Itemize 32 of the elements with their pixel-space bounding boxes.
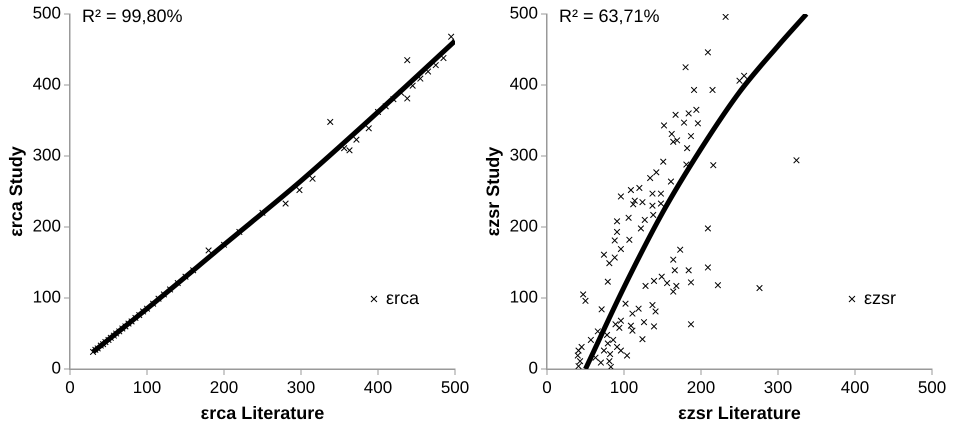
x-tick-label: 0 (542, 378, 552, 397)
legend-label: εzsr (864, 288, 896, 308)
y-tick-label: 400 (510, 74, 538, 94)
y-tick-label: 400 (32, 74, 61, 94)
y-tick-label: 500 (32, 4, 61, 23)
x-tick-label: 400 (840, 378, 870, 397)
annotation: R² = 63,71% (558, 6, 660, 26)
y-tick-label: 0 (51, 358, 61, 378)
y-tick-label: 100 (32, 288, 61, 307)
y-tick-label: 200 (32, 216, 61, 236)
y-axis-title: εzsr Study (482, 146, 503, 236)
x-tick-label: 300 (286, 378, 316, 397)
y-axis-title: εrca Study (6, 146, 26, 237)
annotation: R² = 99,80% (82, 6, 183, 26)
x-tick-label: 100 (132, 378, 162, 397)
x-tick-label: 300 (764, 378, 792, 397)
y-tick-label: 300 (32, 146, 61, 165)
x-tick-label: 400 (364, 378, 392, 397)
x-tick-label: 200 (686, 378, 716, 397)
x-tick-label: 200 (210, 378, 238, 397)
x-tick-label: 500 (440, 378, 470, 397)
y-tick-label: 300 (510, 146, 538, 165)
x-tick-label: 0 (65, 378, 75, 397)
y-tick-label: 100 (510, 288, 538, 307)
x-axis-title: εzsr Literature (678, 403, 801, 424)
x-tick-label: 100 (610, 378, 638, 397)
legend-label: εrca (386, 288, 420, 308)
x-axis-title: εrca Literature (200, 403, 324, 424)
x-tick-label: 500 (918, 378, 946, 397)
y-tick-label: 0 (528, 358, 538, 378)
y-tick-label: 500 (510, 4, 538, 23)
y-tick-label: 200 (510, 216, 538, 236)
